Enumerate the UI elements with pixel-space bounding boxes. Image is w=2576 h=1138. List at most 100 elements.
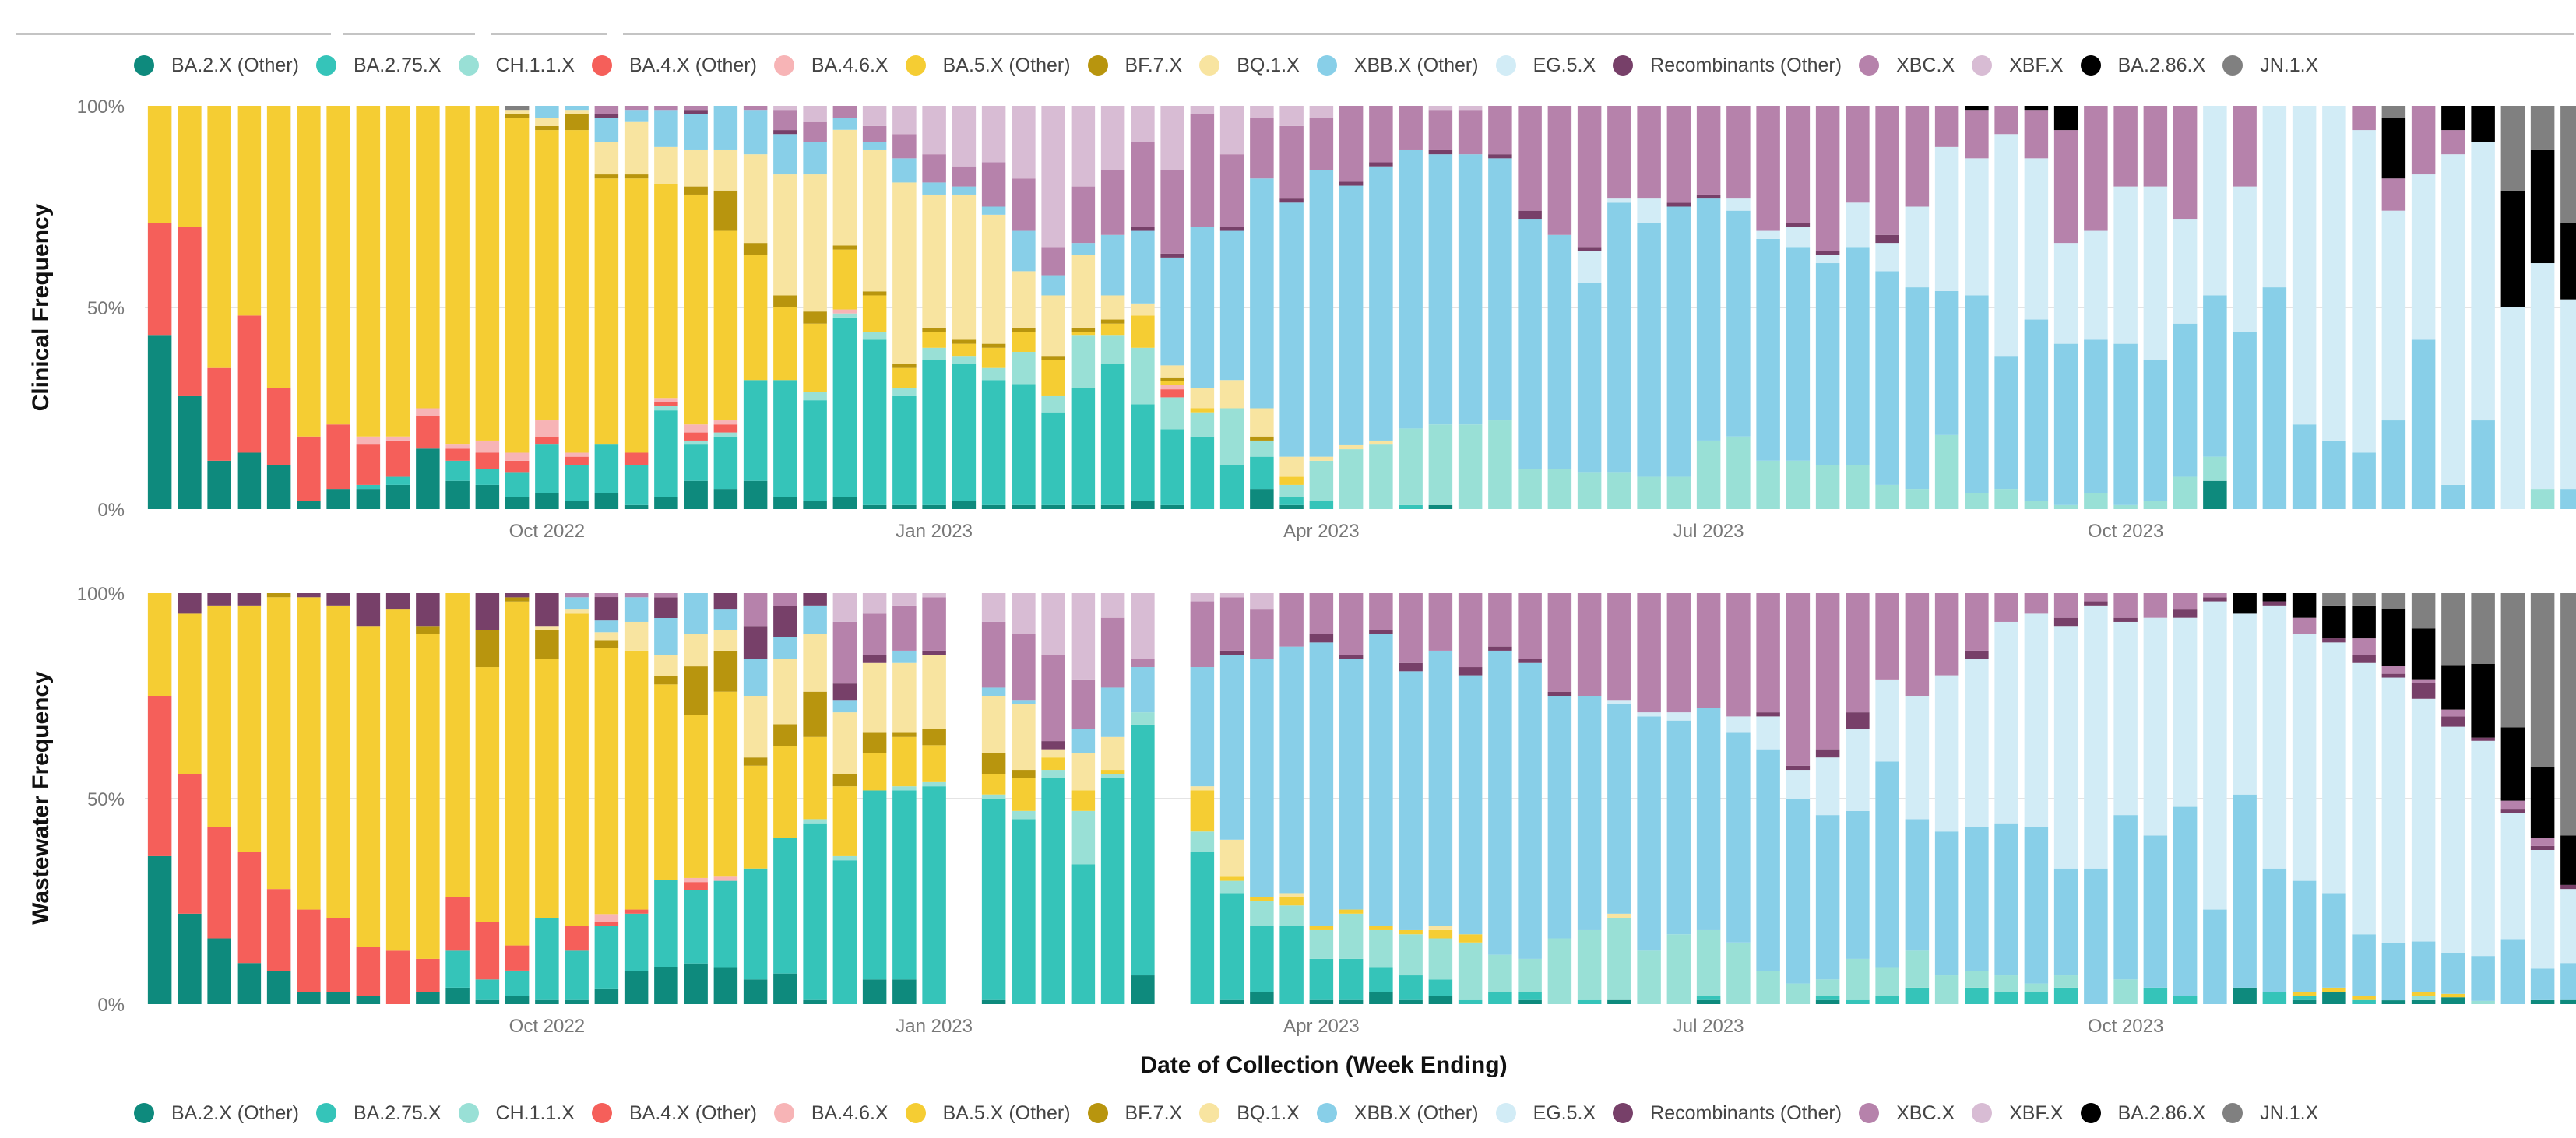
bar-segment[interactable] [1815, 749, 1840, 758]
bar-segment[interactable] [2233, 106, 2257, 187]
bar-segment[interactable] [1934, 106, 1959, 147]
bar-segment[interactable] [684, 480, 708, 509]
bar-segment[interactable] [624, 465, 649, 505]
bar-segment[interactable] [922, 106, 946, 155]
bar-segment[interactable] [594, 648, 619, 915]
bar-segment[interactable] [2471, 1000, 2495, 1004]
bar-segment[interactable] [1607, 106, 1631, 199]
bar-segment[interactable] [1012, 704, 1036, 771]
bar-segment[interactable] [773, 973, 797, 1004]
bar-segment[interactable] [743, 765, 768, 869]
bar-segment[interactable] [2322, 893, 2346, 988]
bar-segment[interactable] [1309, 642, 1334, 926]
bar-segment[interactable] [1100, 170, 1125, 235]
bar-segment[interactable] [1637, 593, 1661, 713]
bar-segment[interactable] [1934, 434, 1959, 509]
bar-segment[interactable] [1160, 377, 1184, 381]
bar-segment[interactable] [773, 110, 797, 131]
bar-segment[interactable] [1369, 440, 1393, 445]
bar-segment[interactable] [684, 890, 708, 964]
bar-segment[interactable] [862, 125, 887, 142]
bar-segment[interactable] [2322, 593, 2346, 606]
bar-segment[interactable] [2381, 210, 2406, 421]
bar-segment[interactable] [2143, 835, 2168, 988]
bar-segment[interactable] [594, 106, 619, 114]
bar-segment[interactable] [1547, 696, 1572, 939]
bar-segment[interactable] [1756, 971, 1780, 1004]
bar-segment[interactable] [2560, 223, 2576, 300]
bar-segment[interactable] [1131, 712, 1155, 725]
bar-segment[interactable] [565, 999, 589, 1004]
bar-segment[interactable] [1160, 381, 1184, 386]
bar-segment[interactable] [1131, 501, 1155, 509]
bar-segment[interactable] [2352, 662, 2376, 935]
bar-segment[interactable] [1488, 158, 1512, 421]
bar-segment[interactable] [505, 460, 530, 473]
bar-segment[interactable] [297, 436, 321, 501]
bar-segment[interactable] [1756, 460, 1780, 509]
bar-segment[interactable] [2381, 1000, 2406, 1004]
bar-segment[interactable] [1607, 198, 1631, 203]
bar-segment[interactable] [1012, 634, 1036, 701]
bar-segment[interactable] [1012, 327, 1036, 332]
bar-segment[interactable] [1339, 659, 1364, 910]
bar-segment[interactable] [1131, 404, 1155, 501]
bar-segment[interactable] [2143, 987, 2168, 1004]
bar-segment[interactable] [297, 992, 321, 1004]
bar-segment[interactable] [2173, 219, 2198, 324]
bar-segment[interactable] [892, 388, 917, 396]
bar-segment[interactable] [832, 313, 857, 318]
bar-segment[interactable] [2441, 130, 2465, 155]
bar-segment[interactable] [773, 724, 797, 746]
bar-segment[interactable] [1339, 593, 1364, 655]
bar-segment[interactable] [207, 938, 231, 1004]
bar-segment[interactable] [1965, 987, 1989, 1004]
bar-segment[interactable] [892, 605, 917, 651]
bar-segment[interactable] [832, 309, 857, 314]
bar-segment[interactable] [624, 121, 649, 175]
bar-segment[interactable] [713, 190, 738, 231]
bar-segment[interactable] [2411, 593, 2436, 629]
bar-segment[interactable] [952, 501, 977, 509]
bar-segment[interactable] [445, 480, 470, 509]
bar-segment[interactable] [684, 877, 708, 883]
bar-segment[interactable] [535, 918, 559, 1000]
bar-segment[interactable] [1846, 712, 1870, 729]
bar-segment[interactable] [981, 621, 1006, 688]
bar-segment[interactable] [1488, 954, 1512, 992]
bar-segment[interactable] [297, 597, 321, 910]
bar-segment[interactable] [1041, 504, 1065, 509]
bar-segment[interactable] [713, 230, 738, 421]
bar-segment[interactable] [1041, 778, 1065, 1004]
bar-segment[interactable] [356, 436, 381, 445]
bar-segment[interactable] [2053, 868, 2078, 976]
bar-segment[interactable] [1012, 778, 1036, 811]
bar-segment[interactable] [981, 593, 1006, 622]
bar-segment[interactable] [2113, 343, 2138, 505]
bar-segment[interactable] [1250, 106, 1274, 118]
bar-segment[interactable] [1846, 106, 1870, 203]
bar-segment[interactable] [862, 291, 887, 296]
bar-segment[interactable] [2471, 740, 2495, 957]
bar-segment[interactable] [1369, 444, 1393, 509]
bar-segment[interactable] [2411, 174, 2436, 340]
bar-segment[interactable] [356, 593, 381, 627]
bar-segment[interactable] [2560, 963, 2576, 1000]
bar-segment[interactable] [1399, 662, 1423, 672]
bar-segment[interactable] [1815, 255, 1840, 264]
bar-segment[interactable] [475, 999, 500, 1004]
bar-segment[interactable] [832, 497, 857, 509]
bar-segment[interactable] [1994, 134, 2018, 357]
bar-segment[interactable] [1488, 106, 1512, 155]
bar-segment[interactable] [862, 732, 887, 753]
bar-segment[interactable] [1071, 864, 1096, 1004]
bar-segment[interactable] [684, 194, 708, 425]
bar-segment[interactable] [2173, 106, 2198, 220]
bar-segment[interactable] [862, 613, 887, 655]
bar-segment[interactable] [2471, 142, 2495, 421]
bar-segment[interactable] [1666, 476, 1691, 509]
bar-segment[interactable] [565, 106, 589, 111]
bar-segment[interactable] [684, 114, 708, 150]
bar-segment[interactable] [1786, 106, 1811, 223]
bar-segment[interactable] [1547, 106, 1572, 235]
